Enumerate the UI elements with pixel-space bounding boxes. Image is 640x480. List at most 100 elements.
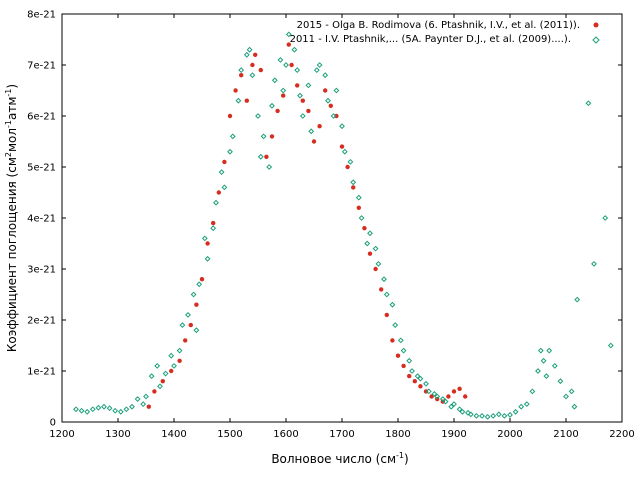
y-axis-title-sup-1: 2 (4, 152, 13, 157)
data-point (235, 97, 242, 104)
data-point (299, 113, 306, 119)
data-point (275, 108, 280, 114)
data-point (451, 401, 457, 408)
x-axis-title: Волновое число (см-1) (271, 451, 408, 466)
data-point (213, 199, 219, 206)
data-point (297, 92, 303, 99)
data-point (194, 302, 199, 307)
data-point (355, 194, 362, 201)
data-point (465, 409, 471, 416)
data-point (317, 124, 322, 129)
data-point (188, 322, 193, 328)
y-tick-label: 8e-21 (27, 10, 56, 21)
data-point (204, 255, 211, 262)
y-tick-label: 7e-21 (27, 61, 56, 72)
data-point (507, 411, 513, 418)
y-axis-title-part-3: атм (5, 97, 19, 120)
data-point (512, 408, 519, 415)
y-tick-label: 2e-21 (27, 316, 56, 327)
x-tick-label: 1600 (273, 429, 298, 440)
data-point (264, 154, 269, 159)
data-point (179, 322, 186, 329)
data-point (160, 379, 165, 384)
data-point (400, 347, 407, 354)
data-point (176, 347, 183, 354)
data-point (168, 352, 175, 359)
data-point (106, 405, 113, 412)
data-point (495, 411, 502, 418)
data-point (190, 291, 197, 298)
y-tick-label: 3e-21 (27, 265, 56, 276)
data-point (84, 408, 91, 415)
data-point (95, 404, 102, 411)
data-point (244, 98, 249, 103)
data-point (563, 393, 569, 400)
data-point (333, 87, 340, 94)
data-point (73, 406, 79, 413)
data-point (328, 103, 333, 109)
data-point (246, 46, 253, 53)
data-point (227, 113, 233, 119)
data-point (442, 398, 449, 405)
data-point (351, 185, 356, 190)
data-point (294, 67, 301, 74)
data-point (193, 327, 200, 334)
data-point (417, 375, 424, 382)
y-axis-ticks: 0 1e-21 2e-21 3e-21 4e-21 5e-21 6e-21 7e-21 8e-2… (27, 10, 622, 429)
data-point (356, 205, 361, 210)
data-point (543, 373, 550, 380)
data-point (557, 378, 564, 385)
data-point (602, 215, 609, 221)
data-point (316, 62, 323, 68)
legend: 2015 - Olga B. Rodimova (6. Ptashnik, I.… (290, 20, 600, 45)
data-point (289, 62, 294, 68)
data-point (322, 72, 329, 79)
data-point (255, 113, 261, 119)
y-tick-label: 4e-21 (27, 214, 56, 225)
data-point (218, 169, 225, 176)
data-point (169, 368, 174, 374)
data-point (490, 412, 497, 419)
data-point (574, 296, 581, 303)
data-point (457, 386, 462, 392)
x-tick-label: 2200 (609, 429, 634, 440)
data-point (330, 113, 337, 119)
data-point (266, 164, 273, 170)
data-point (446, 394, 451, 399)
data-point (339, 144, 345, 149)
data-point (281, 93, 286, 98)
data-point (585, 100, 592, 107)
data-point (134, 396, 141, 402)
data-point (233, 88, 238, 93)
data-point (384, 312, 389, 318)
data-point (238, 67, 245, 74)
data-point (383, 291, 390, 298)
x-tick-label: 1700 (329, 429, 354, 440)
data-point (448, 403, 455, 410)
data-point (253, 52, 258, 57)
data-series-layer (73, 31, 614, 420)
data-point (425, 388, 432, 395)
y-axis-title-part-2: мол (5, 128, 19, 152)
data-point (239, 73, 244, 78)
y-tick-label: 1e-21 (27, 367, 56, 378)
data-point (347, 158, 354, 165)
data-point (568, 388, 575, 395)
data-point (89, 406, 96, 413)
x-axis-ticks: 1200 1300 1400 1500 1600 1700 1800 1900 2000 2100… (49, 14, 635, 440)
x-axis-title-sup: -1 (396, 451, 404, 460)
data-point (397, 337, 404, 344)
legend-label-series-2: 2011 - I.V. Ptashnik,... (5A. Paynter D.… (290, 34, 571, 45)
x-tick-label: 1400 (161, 429, 186, 440)
data-point (540, 357, 547, 364)
data-point (607, 342, 614, 349)
data-point (431, 391, 438, 397)
data-point (375, 260, 382, 267)
x-tick-label: 2000 (497, 429, 522, 440)
data-point (277, 56, 284, 63)
data-point (473, 412, 480, 419)
data-point (177, 358, 182, 363)
data-point (257, 153, 264, 160)
data-point (395, 353, 401, 358)
data-point (407, 373, 412, 379)
